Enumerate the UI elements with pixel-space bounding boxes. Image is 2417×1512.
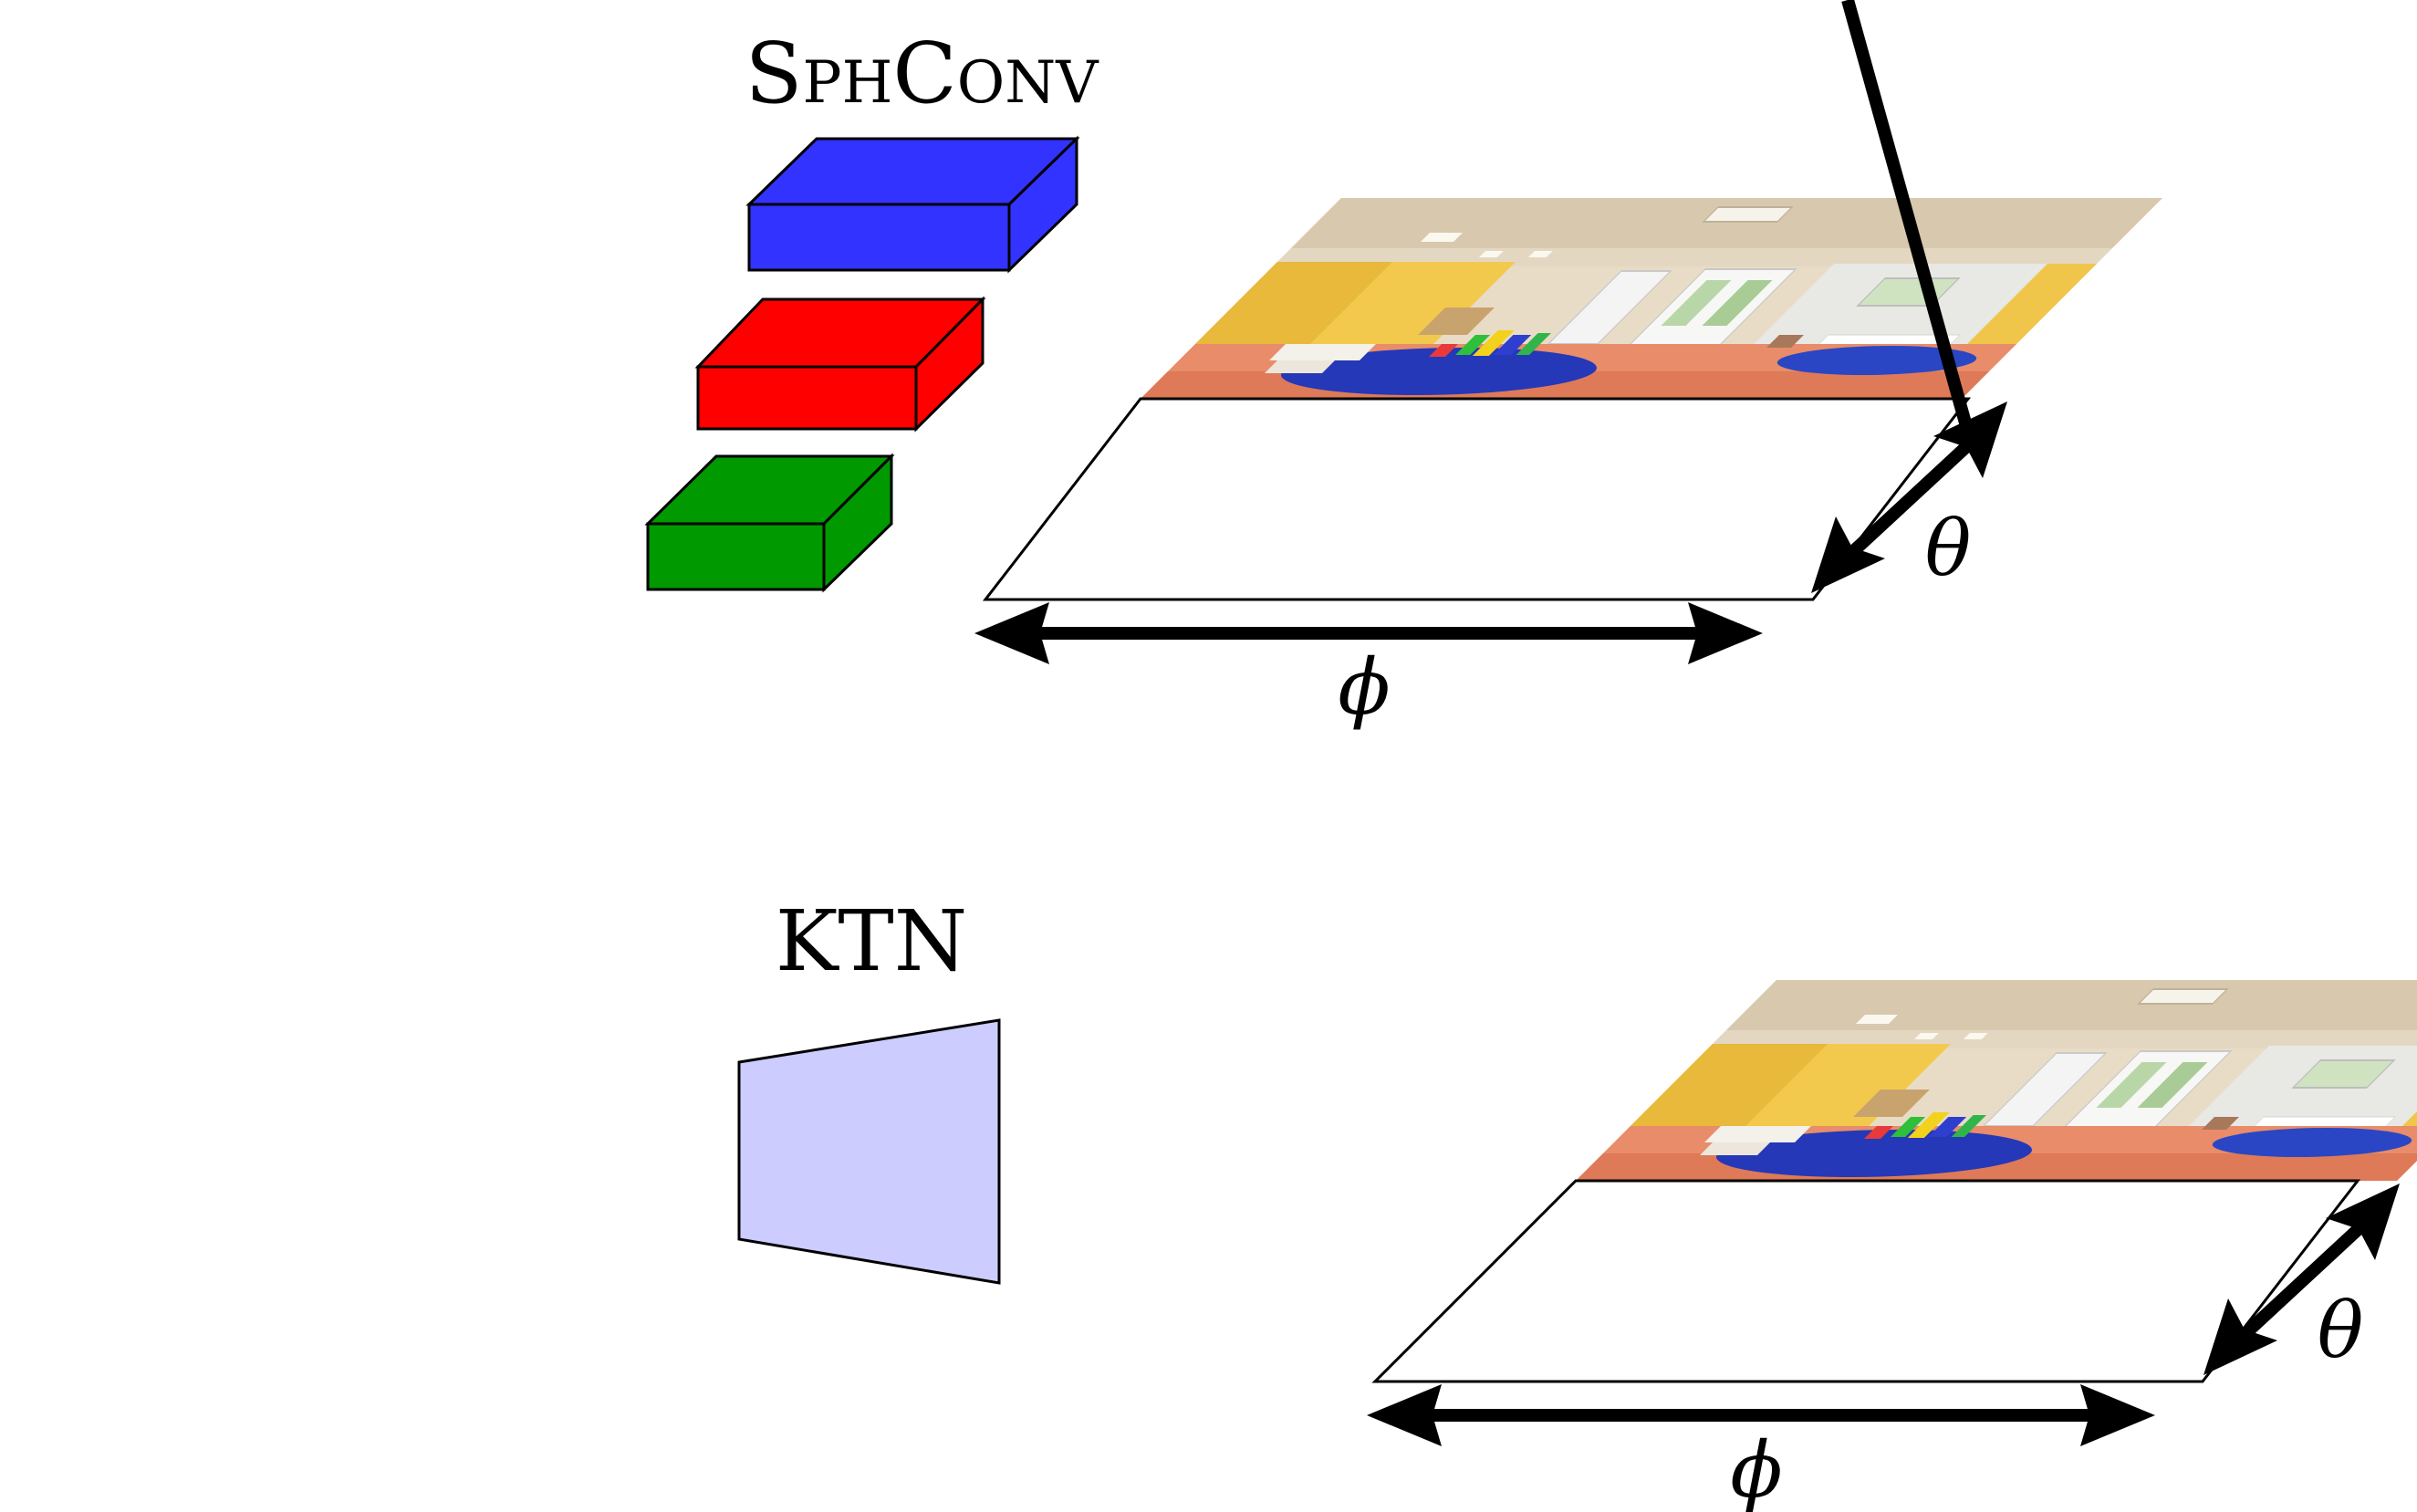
panorama-outline — [1371, 1179, 2361, 1383]
block-front — [646, 522, 826, 591]
phi-arrow-bottom — [1367, 1384, 2155, 1446]
sphconv-block-red — [694, 296, 986, 433]
panorama-outline — [982, 397, 1972, 601]
sphconv-title: SphConv — [745, 25, 1100, 122]
block-side — [822, 453, 893, 593]
phi-arrow-top — [974, 602, 1763, 664]
block-front — [747, 203, 1011, 272]
phi-label-top: ϕ — [1338, 642, 1390, 732]
phi-label-bottom: ϕ — [1730, 1425, 1782, 1512]
theta-label-top: θ — [1925, 504, 1972, 593]
panorama-plane-top — [982, 196, 2164, 601]
ktn-kernel — [737, 1018, 1001, 1285]
theta-arrow-top — [1811, 0, 2007, 593]
panorama-plane-bottom — [1371, 978, 2417, 1383]
ktn-panel: KTN ϕ θ — [737, 892, 2417, 1512]
block-side — [1007, 135, 1078, 274]
block-front — [696, 365, 918, 431]
sphconv-block-green — [644, 453, 895, 593]
theta-label-bottom: θ — [2318, 1286, 2364, 1375]
sphconv-panel: SphConv — [644, 0, 2164, 732]
sphconv-block-blue — [745, 135, 1080, 274]
block-side — [914, 296, 985, 433]
ktn-title: KTN — [776, 892, 968, 990]
theta-arrow-bottom — [2203, 1184, 2400, 1375]
